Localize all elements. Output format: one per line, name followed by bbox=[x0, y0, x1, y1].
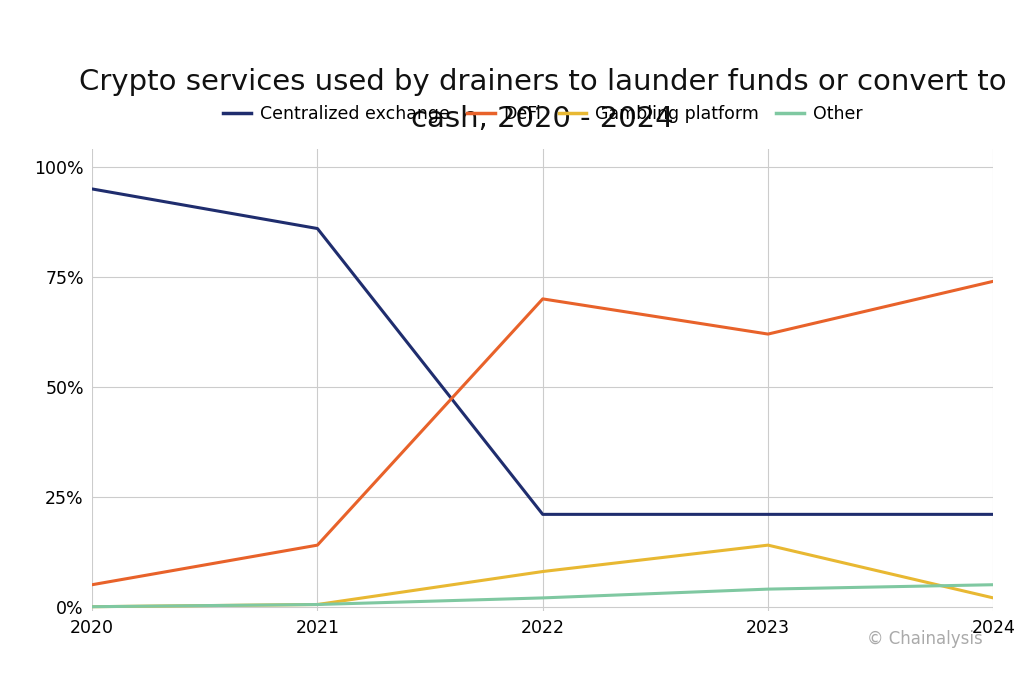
Line: Gambling platform: Gambling platform bbox=[92, 545, 993, 607]
Line: Centralized exchange: Centralized exchange bbox=[92, 189, 993, 515]
DeFi bbox=[987, 277, 999, 285]
Gambling platform bbox=[762, 541, 774, 549]
Centralized exchange bbox=[537, 511, 549, 519]
Gambling platform bbox=[86, 603, 98, 611]
Gambling platform bbox=[987, 594, 999, 602]
Line: DeFi: DeFi bbox=[92, 281, 993, 585]
DeFi bbox=[537, 295, 549, 303]
Line: Other: Other bbox=[92, 585, 993, 607]
DeFi bbox=[762, 330, 774, 338]
Title: Crypto services used by drainers to launder funds or convert to
cash, 2020 - 202: Crypto services used by drainers to laun… bbox=[79, 69, 1007, 133]
Other bbox=[311, 600, 324, 608]
Centralized exchange bbox=[311, 225, 324, 233]
DeFi bbox=[86, 581, 98, 589]
Other bbox=[86, 603, 98, 611]
Text: © Chainalysis: © Chainalysis bbox=[867, 630, 983, 648]
Legend: Centralized exchange, DeFi, Gambling platform, Other: Centralized exchange, DeFi, Gambling pla… bbox=[216, 98, 869, 130]
Other bbox=[987, 581, 999, 589]
Other bbox=[762, 585, 774, 593]
Centralized exchange bbox=[762, 511, 774, 519]
Centralized exchange bbox=[86, 185, 98, 193]
Gambling platform bbox=[537, 568, 549, 576]
DeFi bbox=[311, 541, 324, 549]
Other bbox=[537, 594, 549, 602]
Gambling platform bbox=[311, 600, 324, 608]
Centralized exchange bbox=[987, 511, 999, 519]
